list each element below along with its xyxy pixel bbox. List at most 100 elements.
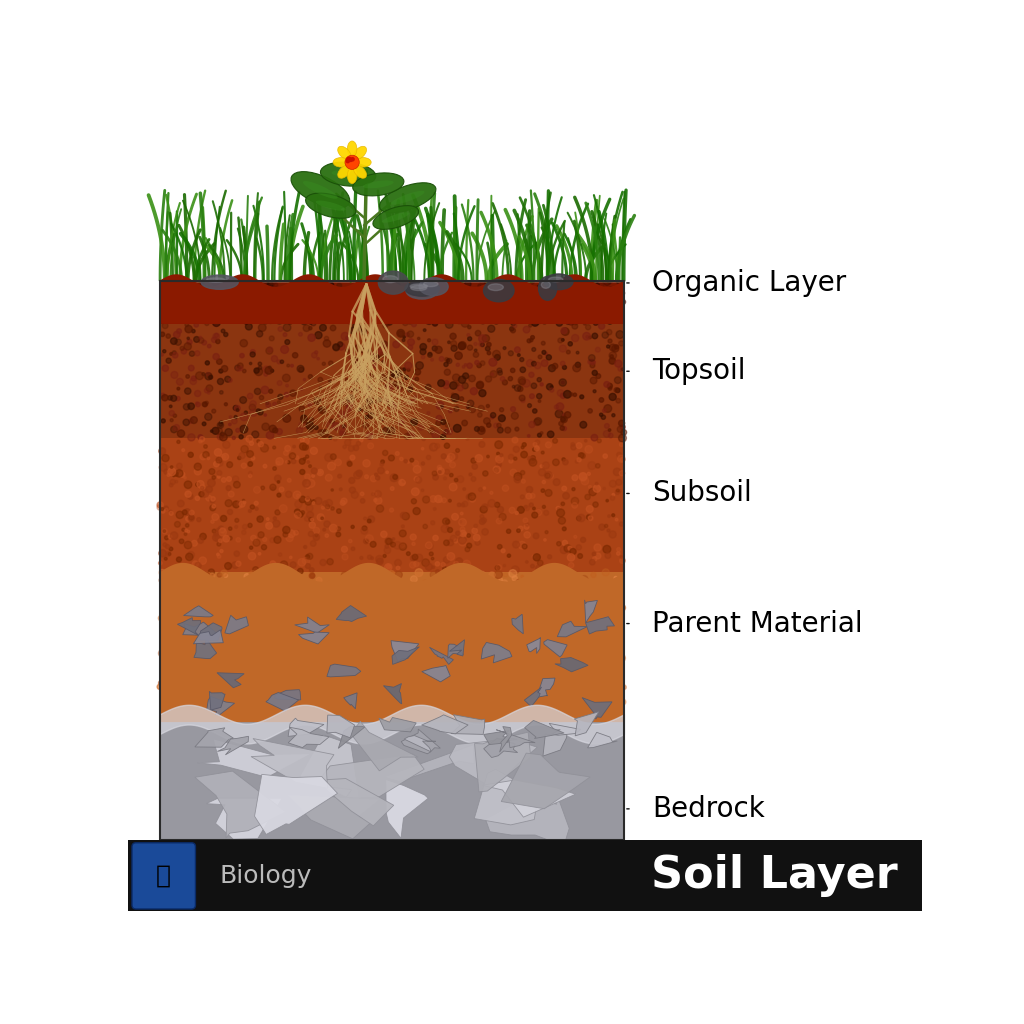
Circle shape <box>168 706 172 710</box>
Circle shape <box>250 669 254 673</box>
Circle shape <box>243 524 248 529</box>
Circle shape <box>302 557 309 564</box>
Circle shape <box>220 515 226 521</box>
Circle shape <box>357 327 361 331</box>
Circle shape <box>217 669 220 671</box>
Circle shape <box>260 617 267 625</box>
Circle shape <box>217 553 219 556</box>
Circle shape <box>390 486 394 490</box>
Circle shape <box>291 613 294 616</box>
Circle shape <box>463 487 466 490</box>
Circle shape <box>162 323 168 329</box>
Circle shape <box>222 614 228 622</box>
Circle shape <box>510 327 514 331</box>
Circle shape <box>232 303 237 307</box>
Circle shape <box>290 390 296 396</box>
Circle shape <box>246 435 253 442</box>
Circle shape <box>368 349 371 352</box>
Polygon shape <box>386 779 428 839</box>
Circle shape <box>534 442 537 446</box>
Circle shape <box>592 552 596 556</box>
Circle shape <box>563 460 568 465</box>
Circle shape <box>529 339 532 342</box>
Circle shape <box>470 388 477 394</box>
Text: Bedrock: Bedrock <box>652 795 765 823</box>
Circle shape <box>266 523 268 525</box>
Circle shape <box>620 522 624 526</box>
Circle shape <box>281 702 284 705</box>
Circle shape <box>609 649 612 652</box>
Circle shape <box>520 367 525 373</box>
Circle shape <box>187 337 189 340</box>
Polygon shape <box>206 799 283 840</box>
Circle shape <box>179 684 185 691</box>
Circle shape <box>278 381 282 385</box>
Circle shape <box>413 599 417 604</box>
Circle shape <box>286 492 292 498</box>
Circle shape <box>585 673 591 678</box>
Circle shape <box>337 526 341 530</box>
Circle shape <box>211 497 215 501</box>
Circle shape <box>602 569 609 575</box>
Circle shape <box>309 567 314 572</box>
Circle shape <box>205 322 209 326</box>
Circle shape <box>460 289 465 294</box>
Circle shape <box>225 681 229 685</box>
Circle shape <box>408 387 413 392</box>
Circle shape <box>466 404 468 408</box>
Circle shape <box>428 685 432 689</box>
Circle shape <box>409 345 413 349</box>
Circle shape <box>610 354 613 358</box>
Circle shape <box>280 589 285 594</box>
Circle shape <box>295 610 302 617</box>
Circle shape <box>292 283 299 290</box>
Circle shape <box>411 419 418 425</box>
Circle shape <box>595 553 601 559</box>
Circle shape <box>159 569 166 575</box>
Circle shape <box>306 553 313 559</box>
Circle shape <box>308 426 313 432</box>
Circle shape <box>469 497 475 502</box>
Circle shape <box>404 376 409 380</box>
Circle shape <box>276 359 281 364</box>
Circle shape <box>210 623 217 629</box>
Circle shape <box>466 437 469 440</box>
Circle shape <box>493 701 497 706</box>
Circle shape <box>310 518 313 521</box>
Circle shape <box>501 312 504 315</box>
Circle shape <box>212 337 217 342</box>
Circle shape <box>281 360 284 364</box>
Circle shape <box>347 676 355 684</box>
Circle shape <box>469 616 475 622</box>
Circle shape <box>439 685 444 690</box>
Circle shape <box>610 657 614 663</box>
Circle shape <box>474 342 477 345</box>
Circle shape <box>458 385 463 391</box>
Circle shape <box>609 683 614 689</box>
Circle shape <box>461 319 469 328</box>
Circle shape <box>245 321 248 325</box>
Circle shape <box>575 305 581 310</box>
Circle shape <box>388 305 392 309</box>
Circle shape <box>298 512 303 517</box>
Circle shape <box>364 539 369 544</box>
Circle shape <box>479 441 485 447</box>
Circle shape <box>238 457 241 460</box>
Circle shape <box>229 707 234 713</box>
Circle shape <box>163 349 166 353</box>
Circle shape <box>397 640 404 647</box>
Circle shape <box>185 287 188 290</box>
Circle shape <box>616 552 620 555</box>
Circle shape <box>162 680 165 683</box>
Circle shape <box>494 466 501 473</box>
Circle shape <box>295 701 299 706</box>
Circle shape <box>390 403 396 410</box>
Circle shape <box>236 602 240 606</box>
Circle shape <box>372 709 379 716</box>
Circle shape <box>380 706 386 711</box>
Circle shape <box>517 507 524 513</box>
Circle shape <box>236 674 244 682</box>
Circle shape <box>343 445 346 449</box>
Circle shape <box>187 530 189 532</box>
Circle shape <box>546 664 550 668</box>
